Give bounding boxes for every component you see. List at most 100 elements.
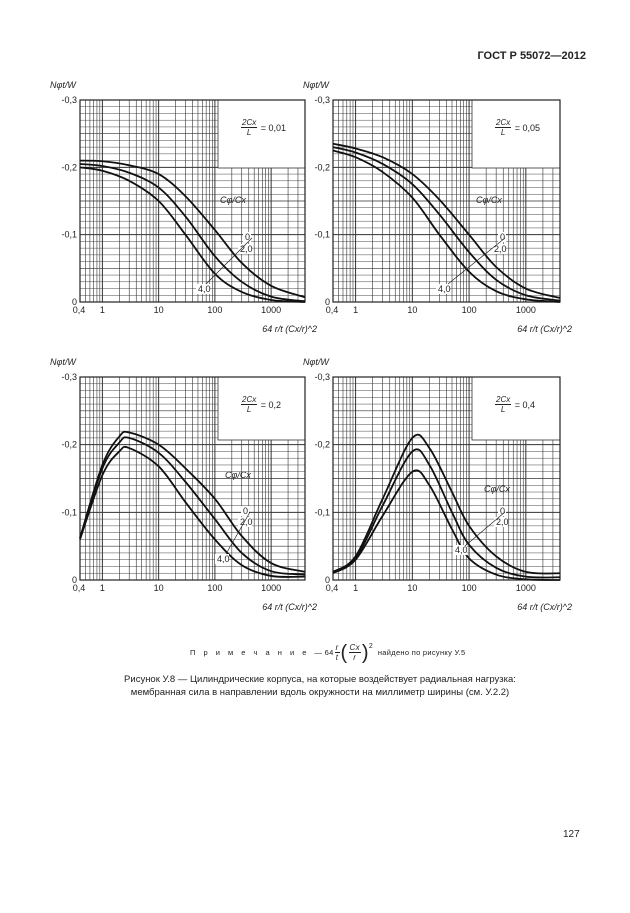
- param-value: = 0,4: [514, 399, 536, 410]
- series-label-bg: [436, 284, 450, 294]
- y-tick-label: -0,3: [314, 372, 330, 382]
- series-label: 4,0: [217, 554, 230, 564]
- x-tick-label: 0,4: [73, 583, 86, 593]
- note-dash: —: [314, 648, 323, 657]
- y-tick-label: 0: [72, 297, 77, 307]
- num: 2Cx: [241, 118, 258, 128]
- series-label-bg: [494, 517, 508, 527]
- series-label: 2,0: [496, 517, 509, 527]
- y-tick-label: -0,1: [314, 230, 330, 240]
- num: r: [334, 643, 340, 653]
- series-label: 2,0: [240, 517, 253, 527]
- series-line-2: [332, 469, 561, 581]
- series-line-2: [79, 445, 306, 578]
- y-axis-label: Nφt/W: [303, 80, 330, 90]
- num: Cx: [348, 643, 361, 653]
- series-line-0: [79, 159, 306, 299]
- series-label: 4,0: [438, 284, 451, 294]
- den: L: [246, 405, 252, 414]
- figure-caption: Рисунок У.8 — Цилиндрические корпуса, на…: [60, 673, 580, 699]
- note-coef: 64: [324, 648, 334, 657]
- parameter-label: 2Cx L = 0,01: [240, 118, 286, 137]
- param-frac: 2Cx L: [495, 395, 512, 414]
- series-label: 2,0: [494, 244, 507, 254]
- series-label: 0: [243, 506, 248, 516]
- x-tick-label: 1000: [261, 305, 281, 315]
- series-line-0: [332, 142, 561, 299]
- chart-2: 02,04,0-0,3-0,2-0,100,4 1 10 100 1000Nφt/WCφ…: [303, 80, 561, 315]
- parameter-box: [217, 376, 306, 441]
- leader-line: [225, 511, 251, 555]
- x-axis-label: 64 r/t (Cx/r)^2: [517, 324, 572, 334]
- x-tick-label: 100: [207, 305, 222, 315]
- param-frac: 2Cx L: [241, 395, 258, 414]
- caption-line-2: мембранная сила в направлении вдоль окру…: [130, 687, 510, 698]
- series-label: 4,0: [198, 284, 211, 294]
- parameter-label: 2Cx L = 0,2: [240, 395, 281, 414]
- series-line-0: [332, 433, 561, 575]
- y-tick-label: -0,1: [61, 507, 77, 517]
- y-tick-label: 0: [72, 575, 77, 585]
- series-label: 0: [245, 232, 250, 242]
- series-label-bg: [243, 232, 251, 242]
- y-tick-label: -0,1: [61, 230, 77, 240]
- leader-line: [447, 237, 506, 285]
- series-line-2: [79, 166, 306, 303]
- leader-line: [205, 237, 253, 285]
- note-exp: 2: [368, 643, 374, 650]
- den: L: [246, 128, 252, 137]
- num: 2Cx: [495, 118, 512, 128]
- x-tick-label: 10: [154, 305, 164, 315]
- plot-frame: [79, 99, 306, 303]
- y-axis-label: Nφt/W: [50, 80, 77, 90]
- series-label-bg: [238, 244, 252, 254]
- document-header: ГОСТ Р 55072—2012: [477, 50, 586, 62]
- parameter-label: 2Cx L = 0,05: [494, 118, 540, 137]
- den: L: [500, 405, 506, 414]
- parameter-box: [217, 99, 306, 169]
- param-frac: 2Cx L: [495, 118, 512, 137]
- x-tick-label: 1: [353, 305, 358, 315]
- series-label-bg: [238, 517, 252, 527]
- series-label-bg: [492, 244, 506, 254]
- y-tick-label: 0: [325, 297, 330, 307]
- note-prefix: П р и м е ч а н и е: [190, 648, 310, 657]
- y-tick-label: -0,3: [314, 95, 330, 105]
- series-label-bg: [453, 545, 467, 555]
- series-line-1: [79, 163, 306, 303]
- parameter-label: 2Cx L = 0,4: [494, 395, 535, 414]
- y-tick-label: -0,2: [314, 162, 330, 172]
- note-suffix: найдено по рисунку У.5: [377, 648, 466, 657]
- series-label: 0: [500, 506, 505, 516]
- page-number: 127: [563, 829, 580, 840]
- chart-1: 02,04,0-0,3-0,2-0,100,4 1 10 100 1000Nφt/WCφ…: [50, 80, 306, 315]
- y-tick-label: 0: [325, 575, 330, 585]
- legend-title: Cφ/Cx: [476, 195, 502, 205]
- x-tick-label: 1000: [261, 583, 281, 593]
- series-label-bg: [241, 506, 249, 516]
- x-tick-label: 0,4: [326, 305, 339, 315]
- x-axis-label: 64 r/t (Cx/r)^2: [517, 602, 572, 612]
- series-label-bg: [215, 554, 229, 564]
- num: 2Cx: [495, 395, 512, 405]
- x-axis-label: 64 r/t (Cx/r)^2: [262, 602, 317, 612]
- y-tick-label: -0,2: [61, 440, 77, 450]
- x-tick-label: 100: [207, 583, 222, 593]
- series-line-0: [79, 430, 306, 573]
- param-value: = 0,05: [514, 122, 541, 133]
- den: t: [335, 653, 339, 662]
- series-label: 4,0: [455, 545, 468, 555]
- series-label: 0: [500, 232, 505, 242]
- series-label-bg: [498, 232, 506, 242]
- x-tick-label: 10: [407, 583, 417, 593]
- chart-4: 02,04,0-0,3-0,2-0,100,4 1 10 100 1000Nφt/WCφ…: [303, 357, 561, 593]
- legend-title: Cφ/Cx: [484, 484, 510, 494]
- y-tick-label: -0,3: [61, 372, 77, 382]
- x-tick-label: 100: [462, 583, 477, 593]
- series-line-1: [332, 146, 561, 302]
- chart-3: 02,04,0-0,3-0,2-0,100,4 1 10 100 1000Nφt/WCφ…: [50, 357, 306, 593]
- x-tick-label: 1000: [516, 583, 536, 593]
- y-tick-label: -0,3: [61, 95, 77, 105]
